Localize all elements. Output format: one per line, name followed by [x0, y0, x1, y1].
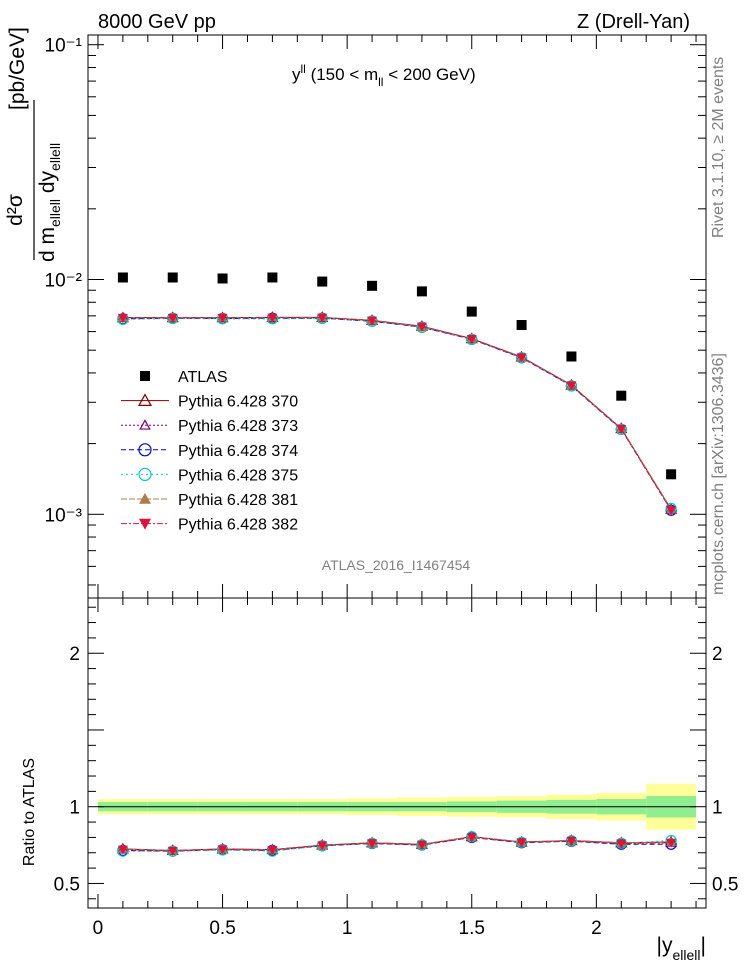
ratio-point: [616, 839, 627, 849]
ratio-y-tick-label-right: 0.5: [712, 874, 738, 895]
x-tick-label: 1: [342, 918, 353, 939]
legend-marker: [138, 467, 152, 481]
ratio-point: [666, 838, 677, 848]
atlas-point: [666, 469, 677, 480]
atlas-point: [267, 272, 278, 283]
ylabel-top-denominator: d mellell dyellell: [36, 143, 63, 262]
legend: ATLAS Pythia 6.428 370 Pythia 6.428 373 Pyt…: [121, 369, 298, 534]
main-y-tick-label: 10⁻²: [45, 271, 83, 292]
atlas-point: [167, 272, 178, 283]
mc-point: [367, 316, 378, 326]
ratio-y-tick-label: 0.5: [54, 874, 80, 895]
panel-title: yll (150 < mll < 200 GeV): [292, 62, 476, 89]
atlas-point: [117, 272, 128, 283]
main-frame-box: [87, 34, 707, 599]
watermark: ATLAS_2016_I1467454: [322, 557, 471, 573]
legend-marker: [139, 493, 151, 504]
ratio-axis-ticks: 0 0.5 1 1.5 2 0.5 0.5 1 1 2 2: [54, 598, 738, 939]
ratio-y-tick-label: 1: [69, 798, 80, 819]
atlas-point: [367, 280, 378, 291]
ratio-frame: [87, 597, 707, 909]
ratio-y-tick-label-right: 1: [712, 798, 723, 819]
mc-point: [666, 506, 677, 516]
legend-entry: Pythia 6.428 370: [178, 394, 298, 411]
mc-point: [217, 313, 228, 323]
x-tick-label: 1.5: [459, 918, 485, 939]
mc-point: [317, 313, 328, 323]
ratio-series: [116, 830, 678, 857]
x-tick-label: 0: [93, 918, 104, 939]
mc-point: [267, 313, 278, 323]
legend-marker: [137, 393, 153, 406]
main-y-tick-label: 10⁻³: [45, 505, 83, 526]
header-left: 8000 GeV pp: [98, 11, 216, 33]
mc-point: [466, 334, 477, 344]
mc-point: [616, 424, 627, 434]
mc-point: [117, 313, 128, 323]
ratio-line: [122, 836, 672, 851]
ratio-point: [267, 845, 278, 855]
mc-point: [516, 353, 527, 363]
ratio-bands: [97, 783, 697, 830]
legend-entry: ATLAS: [178, 369, 228, 386]
ylabel-bottom: Ratio to ATLAS: [21, 758, 38, 866]
ratio-y-tick-label: 2: [69, 644, 80, 665]
mc-line: [122, 317, 672, 511]
ratio-point: [367, 839, 378, 849]
atlas-point: [416, 286, 427, 297]
atlas-point: [616, 390, 627, 401]
header-right: Z (Drell-Yan): [577, 11, 690, 33]
ratio-point: [117, 845, 128, 855]
mc-point: [416, 322, 427, 332]
ratio-point: [416, 840, 427, 850]
atlas-point: [317, 276, 328, 287]
rivet-label: Rivet 3.1.10, ≥ 2M events: [710, 57, 727, 238]
legend-entry: Pythia 6.428 373: [178, 418, 298, 435]
main-axis-ticks: 10⁻³ 10⁻² 10⁻¹: [45, 35, 706, 598]
ratio-point: [317, 841, 328, 851]
mc-line: [122, 318, 672, 509]
atlas-point: [466, 306, 477, 317]
source-label: mcplots.cern.ch [arXiv:1306.3436]: [710, 353, 727, 595]
main-series: [116, 272, 678, 516]
xlabel: |yellell|: [657, 934, 706, 963]
mc-point: [566, 381, 577, 391]
legend-marker: [139, 518, 151, 530]
legend-entry: Pythia 6.428 381: [178, 492, 298, 509]
ratio-point: [167, 846, 178, 856]
ratio-point: [566, 836, 577, 846]
ratio-line: [122, 836, 672, 852]
ratio-line: [122, 836, 672, 852]
ratio-point: [217, 845, 228, 855]
atlas-point: [566, 351, 577, 362]
main-y-tick-label: 10⁻¹: [45, 36, 83, 57]
ylabel-top-numerator: d²σ: [4, 194, 27, 226]
atlas-point: [217, 273, 228, 284]
legend-entry: Pythia 6.428 374: [178, 443, 298, 460]
ratio-frame-box: [87, 597, 707, 909]
mc-point: [167, 313, 178, 323]
legend-marker: [138, 443, 152, 457]
ratio-point: [466, 833, 477, 843]
ylabel-top-unit: [pb/GeV]: [6, 27, 29, 110]
legend-atlas-marker: [140, 371, 150, 381]
legend-entry: Pythia 6.428 375: [178, 467, 298, 484]
ylabel-top: d²σ d mellell dyellell [pb/GeV]: [4, 27, 63, 262]
legend-marker: [139, 419, 151, 430]
ratio-y-tick-label-right: 2: [712, 644, 723, 665]
legend-entry: Pythia 6.428 382: [178, 517, 298, 534]
ratio-point: [516, 838, 527, 848]
x-tick-label: 2: [591, 918, 602, 939]
atlas-point: [516, 320, 527, 331]
main-frame: [87, 34, 707, 599]
x-tick-label: 0.5: [209, 918, 235, 939]
